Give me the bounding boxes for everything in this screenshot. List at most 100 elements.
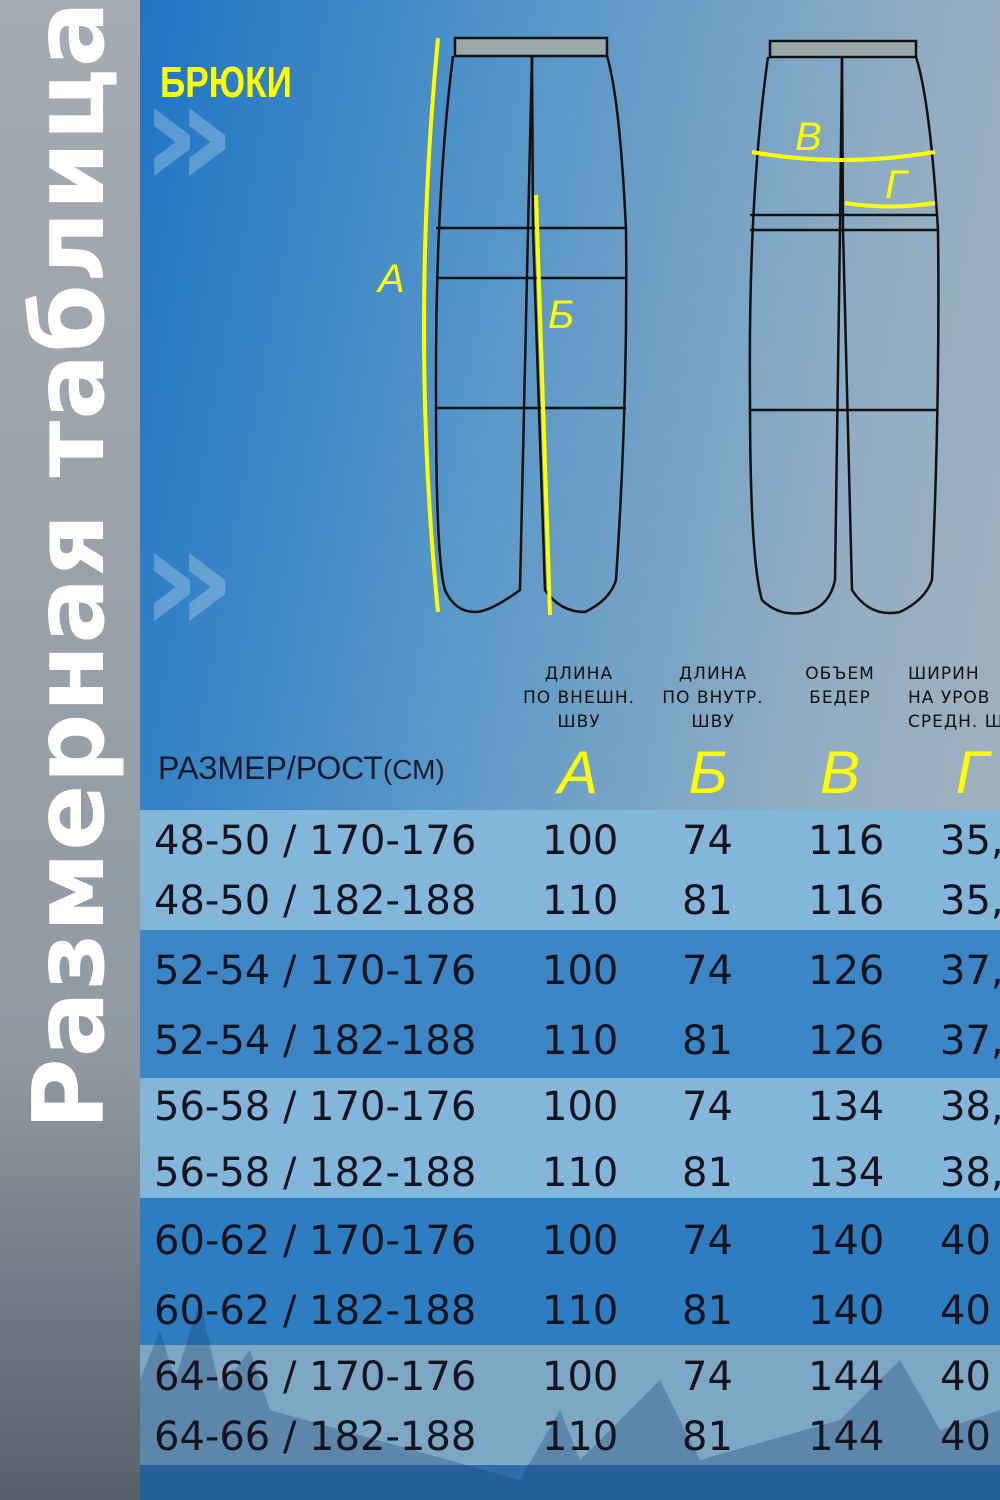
- table-row: 52-54 / 182-188 110 81 126 37,: [140, 1012, 1000, 1072]
- size-cell: 52-54 / 182-188: [154, 1018, 477, 1064]
- page-title: БРЮКИ: [160, 58, 292, 107]
- hip-cell: 144: [808, 1354, 885, 1400]
- label-v: В: [795, 115, 822, 159]
- length-outer-cell: 110: [542, 1414, 619, 1460]
- main-panel: » » БРЮКИ А Б В Г РАЗМЕР/РОСТ(СМ) ДЛИНА П…: [140, 0, 1000, 1500]
- length-inner-cell: 81: [682, 1288, 733, 1334]
- right-leg: [530, 55, 628, 614]
- size-header-unit: (СМ): [382, 754, 445, 785]
- table-row: 64-66 / 170-176 100 74 144 40: [140, 1348, 1000, 1408]
- label-g: Г: [885, 163, 910, 207]
- length-inner-cell: 74: [682, 948, 733, 994]
- width-cell: 40: [940, 1218, 991, 1264]
- hip-cell: 134: [808, 1150, 885, 1196]
- width-cell: 35,: [940, 818, 1000, 864]
- width-cell: 38,: [940, 1084, 1000, 1130]
- hip-cell: 116: [808, 818, 885, 864]
- size-cell: 64-66 / 170-176: [154, 1354, 477, 1400]
- size-cell: 48-50 / 170-176: [154, 818, 477, 864]
- label-a: А: [376, 257, 405, 301]
- length-inner-cell: 74: [682, 1354, 733, 1400]
- row-band: [140, 1078, 1000, 1198]
- left-leg: [434, 55, 534, 614]
- length-outer-cell: 100: [542, 1084, 619, 1130]
- row-band: [140, 810, 1000, 930]
- table-row: 60-62 / 170-176 100 74 140 40: [140, 1212, 1000, 1272]
- length-outer-cell: 110: [542, 1288, 619, 1334]
- table-row: 60-62 / 182-188 110 81 140 40: [140, 1282, 1000, 1342]
- row-band: [140, 1198, 1000, 1345]
- hip-cell: 126: [808, 1018, 885, 1064]
- size-cell: 60-62 / 182-188: [154, 1288, 477, 1334]
- length-outer-cell: 100: [542, 1218, 619, 1264]
- length-outer-cell: 110: [542, 878, 619, 924]
- column-header-g: ШИРИН НА УРОВ СРЕДН. Ш: [908, 664, 1000, 732]
- length-outer-cell: 110: [542, 1018, 619, 1064]
- arrow-b: [534, 194, 552, 616]
- length-inner-cell: 81: [682, 1018, 733, 1064]
- length-outer-cell: 110: [542, 1150, 619, 1196]
- size-header-label: РАЗМЕР/РОСТ: [158, 750, 383, 786]
- arrow-g: [844, 201, 936, 209]
- table-row: 48-50 / 182-188 110 81 116 35,: [140, 872, 1000, 932]
- size-cell: 56-58 / 170-176: [154, 1084, 477, 1130]
- size-cell: 64-66 / 182-188: [154, 1414, 477, 1460]
- hip-cell: 126: [808, 948, 885, 994]
- column-header-v: ОБЪЕМ БЕДЕР: [805, 664, 875, 708]
- table-row: 64-66 / 182-188 110 81 144 40: [140, 1408, 1000, 1468]
- width-cell: 40: [940, 1288, 991, 1334]
- width-cell: 40: [940, 1414, 991, 1460]
- sidebar-title: Размерная таблица: [13, 0, 127, 1131]
- size-cell: 48-50 / 182-188: [154, 878, 477, 924]
- arrow-a: [422, 37, 440, 613]
- right-leg: [840, 56, 940, 615]
- length-inner-cell: 74: [682, 818, 733, 864]
- size-header: РАЗМЕР/РОСТ(СМ): [158, 750, 445, 787]
- column-header-b: ДЛИНА ПО ВНУТР. ШВУ: [662, 664, 764, 732]
- length-inner-cell: 81: [682, 878, 733, 924]
- column-letter-v: В: [819, 739, 861, 806]
- length-inner-cell: 81: [682, 1150, 733, 1196]
- table-row: 52-54 / 170-176 100 74 126 37,: [140, 942, 1000, 1002]
- arrow-v: [751, 150, 936, 162]
- size-cell: 60-62 / 170-176: [154, 1218, 477, 1264]
- table-row: 56-58 / 182-188 110 81 134 38,: [140, 1144, 1000, 1204]
- left-leg: [748, 56, 844, 615]
- forest-silhouette: [140, 1300, 1000, 1500]
- length-outer-cell: 100: [542, 948, 619, 994]
- row-band: [140, 1465, 1000, 1500]
- hip-cell: 116: [808, 878, 885, 924]
- width-cell: 38,: [940, 1150, 1000, 1196]
- column-letter-g: Г: [955, 739, 989, 806]
- column-header-a: ДЛИНА ПО ВНЕШН. ШВУ: [522, 664, 636, 732]
- width-cell: 37,: [940, 948, 1000, 994]
- hip-cell: 144: [808, 1414, 885, 1460]
- sidebar: Размерная таблица: [0, 0, 140, 1500]
- row-band: [140, 930, 1000, 1078]
- column-letter-b: Б: [688, 739, 728, 806]
- row-band: [140, 1345, 1000, 1465]
- waistband: [453, 36, 609, 58]
- hip-cell: 134: [808, 1084, 885, 1130]
- length-outer-cell: 100: [542, 1354, 619, 1400]
- hip-cell: 140: [808, 1288, 885, 1334]
- hip-cell: 140: [808, 1218, 885, 1264]
- length-inner-cell: 74: [682, 1218, 733, 1264]
- front-view: [434, 36, 628, 614]
- table-row: 56-58 / 170-176 100 74 134 38,: [140, 1078, 1000, 1138]
- size-cell: 56-58 / 182-188: [154, 1150, 477, 1196]
- length-outer-cell: 100: [542, 818, 619, 864]
- size-cell: 52-54 / 170-176: [154, 948, 477, 994]
- pants-diagram: А Б В Г: [376, 36, 940, 616]
- measure-arrows: [422, 37, 936, 616]
- label-b: Б: [548, 293, 574, 337]
- back-view: [748, 39, 940, 615]
- chevron-icon: »: [140, 48, 237, 222]
- table-row: 48-50 / 170-176 100 74 116 35,: [140, 812, 1000, 872]
- chevron-icon: »: [140, 493, 237, 667]
- column-letter-a: А: [557, 739, 599, 806]
- width-cell: 40: [940, 1354, 991, 1400]
- length-inner-cell: 74: [682, 1084, 733, 1130]
- width-cell: 35,: [940, 878, 1000, 924]
- width-cell: 37,: [940, 1018, 1000, 1064]
